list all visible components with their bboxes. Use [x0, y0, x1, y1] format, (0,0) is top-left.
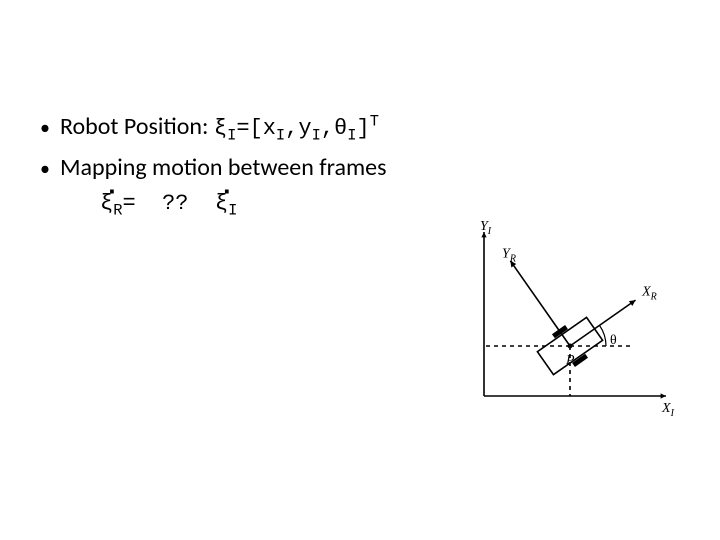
eq-close: ]	[356, 116, 369, 141]
content-block: • Robot Position: ξI=[xI,yI,θI]T • Mappi…	[40, 110, 386, 222]
bullet-2: • Mapping motion between frames	[40, 151, 386, 185]
bullet-1-text: Robot Position: ξI=[xI,yI,θI]T	[60, 110, 379, 147]
y: y	[298, 116, 311, 141]
sub-I: I	[227, 126, 236, 144]
svg-text:XI: XI	[661, 401, 675, 419]
x: x	[263, 116, 276, 141]
eq-open: =[	[236, 116, 262, 141]
bullet-1: • Robot Position: ξI=[xI,yI,θI]T	[40, 110, 386, 147]
sup-T: T	[370, 113, 379, 131]
xi2: ξ	[100, 191, 113, 216]
svg-text:YR: YR	[502, 247, 516, 265]
xi-dot-I: ξ	[215, 189, 228, 220]
x-sub: I	[276, 126, 285, 144]
xi: ξ	[214, 116, 227, 141]
bullet-1-label: Robot Position:	[60, 112, 214, 141]
svg-text:θ: θ	[610, 333, 617, 348]
svg-text:YI: YI	[480, 220, 492, 237]
svg-text:XR: XR	[641, 285, 657, 303]
eq-line-2: ξR= ?? ξI	[100, 189, 386, 222]
eq2-eq: =	[122, 191, 135, 216]
comma1: ,	[285, 116, 298, 141]
theta: θ	[334, 116, 347, 141]
svg-text:P: P	[565, 353, 575, 368]
comma2: ,	[321, 116, 334, 141]
coordinate-figure: YI XI Pθ XR YR	[460, 220, 680, 420]
xi3: ξ	[215, 191, 228, 216]
eq2-qq: ??	[162, 191, 188, 216]
xi-dot-R: ξ	[100, 189, 113, 220]
bullet-marker: •	[40, 114, 50, 142]
bullet-marker: •	[40, 155, 50, 183]
bullet-1-eq: ξI=[xI,yI,θI]T	[214, 116, 379, 141]
y-sub: I	[312, 126, 321, 144]
